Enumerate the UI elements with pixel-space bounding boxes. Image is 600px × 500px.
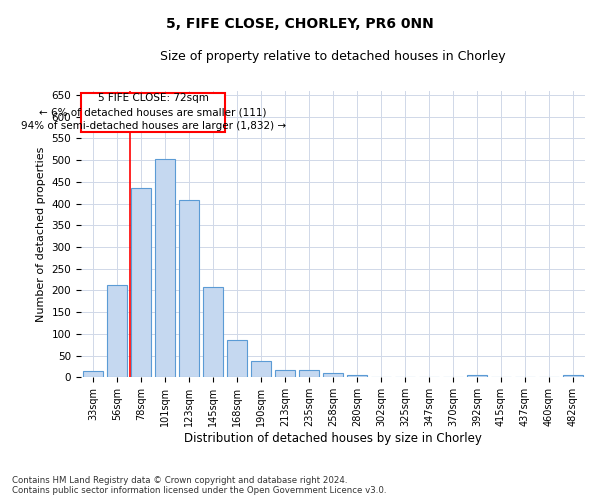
Title: Size of property relative to detached houses in Chorley: Size of property relative to detached ho… [160, 50, 506, 63]
Bar [251, 361, 271, 378]
Bar [467, 375, 487, 378]
Bar [227, 340, 247, 378]
Text: Contains HM Land Registry data © Crown copyright and database right 2024.
Contai: Contains HM Land Registry data © Crown c… [12, 476, 386, 495]
Bar [563, 375, 583, 378]
FancyBboxPatch shape [82, 92, 225, 132]
Bar [131, 188, 151, 378]
Text: 5 FIFE CLOSE: 72sqm
← 6% of detached houses are smaller (111)
94% of semi-detach: 5 FIFE CLOSE: 72sqm ← 6% of detached hou… [20, 94, 286, 132]
Text: 5, FIFE CLOSE, CHORLEY, PR6 0NN: 5, FIFE CLOSE, CHORLEY, PR6 0NN [166, 18, 434, 32]
Bar [107, 285, 127, 378]
Bar [299, 370, 319, 378]
Bar [323, 372, 343, 378]
Bar [155, 159, 175, 378]
Bar [347, 374, 367, 378]
Y-axis label: Number of detached properties: Number of detached properties [36, 146, 46, 322]
X-axis label: Distribution of detached houses by size in Chorley: Distribution of detached houses by size … [184, 432, 482, 445]
Bar [83, 371, 103, 378]
Bar [179, 200, 199, 378]
Bar [275, 370, 295, 378]
Bar [203, 288, 223, 378]
